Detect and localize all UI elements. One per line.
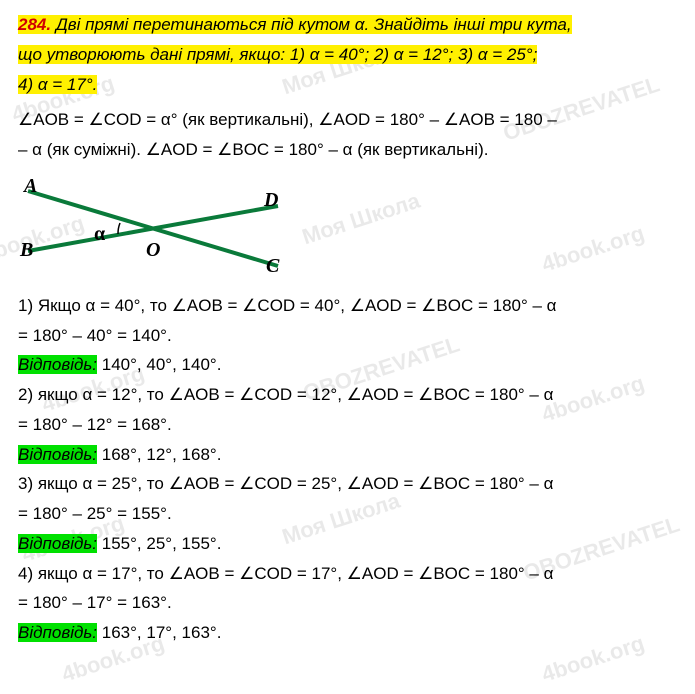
label-D: D bbox=[264, 183, 278, 218]
case-3-line2: = 180° – 25° = 155°. bbox=[18, 499, 677, 529]
label-C: C bbox=[266, 249, 279, 284]
case-1-line2: = 180° – 40° = 140°. bbox=[18, 321, 677, 351]
problem-line3: 4) α = 17°. bbox=[18, 70, 677, 100]
case-2-answer: Відповідь: 168°, 12°, 168°. bbox=[18, 440, 677, 470]
case-3-line1: 3) якщо α = 25°, то ∠AOB = ∠COD = 25°, ∠… bbox=[18, 469, 677, 499]
label-B: B bbox=[20, 233, 33, 268]
intersecting-lines-diagram: A B C D O α bbox=[18, 171, 298, 281]
answer-values: 168°, 12°, 168°. bbox=[97, 445, 221, 464]
angle-arc bbox=[118, 223, 120, 234]
label-alpha: α bbox=[94, 217, 105, 252]
case-1-line1: 1) Якщо α = 40°, то ∠AOB = ∠COD = 40°, ∠… bbox=[18, 291, 677, 321]
case-4-line2: = 180° – 17° = 163°. bbox=[18, 588, 677, 618]
case-1-answer: Відповідь: 140°, 40°, 140°. bbox=[18, 350, 677, 380]
answer-label: Відповідь: bbox=[18, 534, 97, 553]
problem-statement: 284. Дві прямі перетинаються під кутом α… bbox=[18, 10, 677, 40]
label-A: A bbox=[24, 169, 37, 204]
page-content: 284. Дві прямі перетинаються під кутом α… bbox=[0, 0, 695, 658]
problem-number: 284. bbox=[18, 15, 51, 34]
label-O: O bbox=[146, 233, 160, 268]
problem-line2: що утворюють дані прямі, якщо: 1) α = 40… bbox=[18, 40, 677, 70]
answer-label: Відповідь: bbox=[18, 445, 97, 464]
case-4-line1: 4) якщо α = 17°, то ∠AOB = ∠COD = 17°, ∠… bbox=[18, 559, 677, 589]
case-3-answer: Відповідь: 155°, 25°, 155°. bbox=[18, 529, 677, 559]
explanation-line1: ∠AOB = ∠COD = α° (як вертикальні), ∠AOD … bbox=[18, 105, 677, 135]
case-2-line1: 2) якщо α = 12°, то ∠AOB = ∠COD = 12°, ∠… bbox=[18, 380, 677, 410]
explanation-line2: – α (як суміжні). ∠AOD = ∠BOC = 180° – α… bbox=[18, 135, 677, 165]
case-4-answer: Відповідь: 163°, 17°, 163°. bbox=[18, 618, 677, 648]
answer-values: 155°, 25°, 155°. bbox=[97, 534, 221, 553]
answer-values: 140°, 40°, 140°. bbox=[97, 355, 221, 374]
case-2-line2: = 180° – 12° = 168°. bbox=[18, 410, 677, 440]
answer-values: 163°, 17°, 163°. bbox=[97, 623, 221, 642]
problem-text-1: Дві прямі перетинаються під кутом α. Зна… bbox=[51, 15, 572, 34]
answer-label: Відповідь: bbox=[18, 355, 97, 374]
answer-label: Відповідь: bbox=[18, 623, 97, 642]
